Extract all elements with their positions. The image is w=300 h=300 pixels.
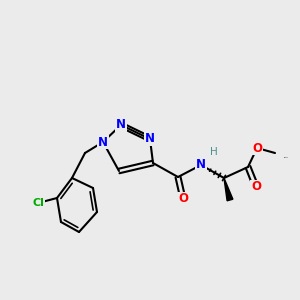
Text: O: O bbox=[178, 193, 188, 206]
Text: Cl: Cl bbox=[32, 198, 44, 208]
Text: N: N bbox=[116, 118, 126, 131]
Text: methyl: methyl bbox=[284, 156, 288, 158]
Text: O: O bbox=[251, 181, 261, 194]
Text: N: N bbox=[98, 136, 108, 148]
Text: O: O bbox=[252, 142, 262, 154]
Text: H: H bbox=[210, 147, 218, 157]
Polygon shape bbox=[224, 178, 233, 201]
Text: N: N bbox=[196, 158, 206, 172]
Text: N: N bbox=[145, 133, 155, 146]
